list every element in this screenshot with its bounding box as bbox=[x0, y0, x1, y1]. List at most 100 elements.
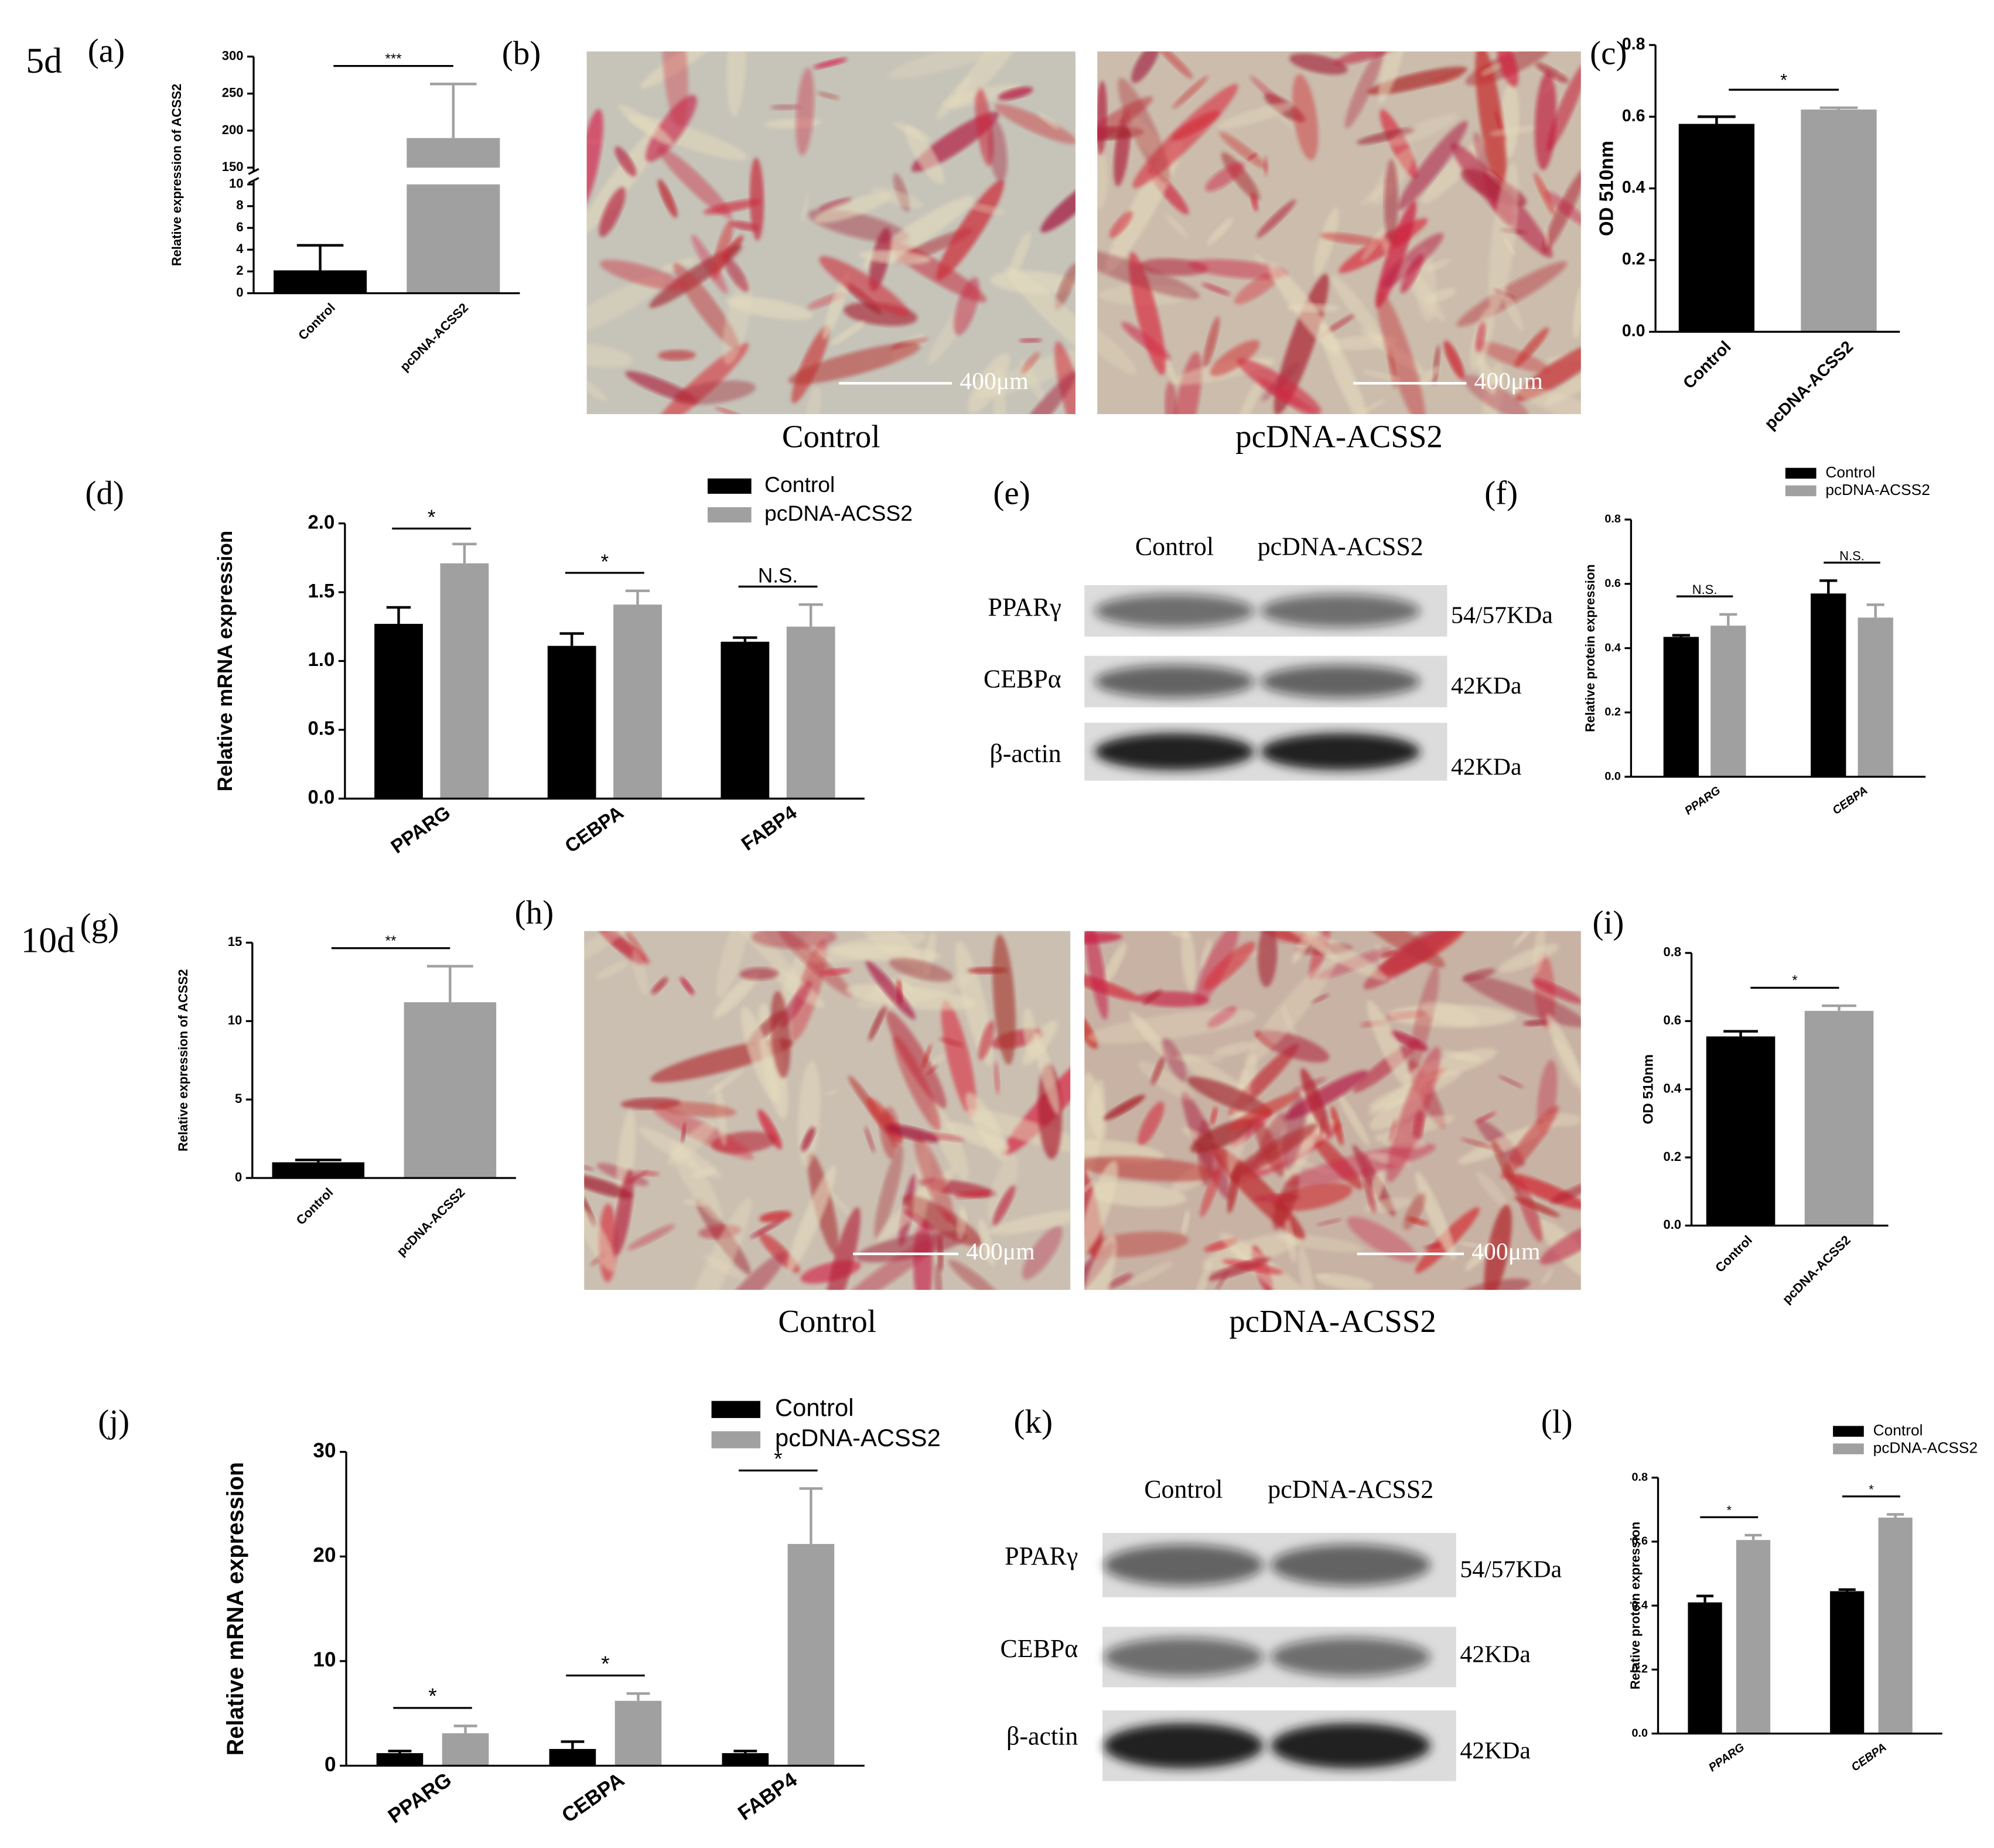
blot-band bbox=[1104, 1637, 1264, 1676]
micrograph-blob bbox=[1334, 51, 1407, 65]
micrograph-blob bbox=[1320, 233, 1381, 245]
micrograph-blob bbox=[968, 203, 1006, 215]
micrograph-blob bbox=[1165, 381, 1177, 414]
micrograph-blob bbox=[1403, 1193, 1426, 1230]
micrograph-blob bbox=[1289, 53, 1348, 75]
micrograph-blob bbox=[879, 1111, 896, 1159]
micrograph-blob bbox=[599, 259, 686, 291]
panel-label: (h) bbox=[515, 894, 554, 931]
micrograph-blob bbox=[618, 104, 674, 146]
legend-swatch bbox=[708, 507, 752, 522]
bar bbox=[374, 624, 423, 799]
y-tick-label: 0 bbox=[235, 1170, 242, 1184]
blot-size-label: 42KDa bbox=[1451, 672, 1521, 699]
micrograph-blob bbox=[992, 934, 1016, 1065]
panel-label: (f) bbox=[1484, 475, 1518, 512]
micrograph-blob bbox=[1230, 1123, 1318, 1179]
error-bar bbox=[453, 1724, 477, 1734]
micrograph-blob bbox=[713, 971, 759, 1018]
bar bbox=[1706, 1036, 1776, 1226]
blot-protein-label: β-actin bbox=[1006, 1722, 1078, 1750]
micrograph-blob bbox=[1097, 141, 1108, 209]
micrograph-blob bbox=[1210, 340, 1260, 377]
bar bbox=[614, 1700, 662, 1766]
micrograph-blob bbox=[658, 146, 732, 218]
micrograph-blob bbox=[992, 1185, 1016, 1226]
micrograph-blob bbox=[934, 1262, 943, 1290]
blot-band bbox=[1261, 665, 1421, 698]
micrograph-blob bbox=[787, 1166, 836, 1273]
error-bar bbox=[1887, 1513, 1904, 1518]
micrograph-blob bbox=[586, 369, 607, 402]
micrograph-blob bbox=[894, 122, 931, 142]
error-bar bbox=[388, 1750, 412, 1754]
bar bbox=[722, 1753, 769, 1766]
micrograph-blob bbox=[1500, 1105, 1559, 1179]
micrograph-blob bbox=[1418, 365, 1440, 387]
y-axis-label: OD 510nm bbox=[1596, 141, 1617, 236]
image-caption: pcDNA-ACSS2 bbox=[1235, 418, 1443, 454]
micrograph-blob bbox=[1535, 62, 1569, 83]
micrograph-blob bbox=[817, 91, 840, 100]
micrograph-blob bbox=[1338, 1094, 1370, 1146]
micrograph-blob bbox=[1462, 968, 1496, 982]
micrograph-blob bbox=[1138, 1101, 1165, 1146]
micrograph-blob bbox=[818, 198, 852, 211]
y-axis-label: OD 510nm bbox=[1641, 1054, 1657, 1124]
micrograph-blob bbox=[978, 1218, 995, 1266]
micrograph-blob bbox=[788, 343, 921, 384]
micrograph-blob bbox=[1277, 115, 1295, 130]
y-axis-label: Relative mRNA expression bbox=[223, 1462, 248, 1755]
significance-label: * bbox=[1780, 70, 1787, 90]
micrograph-blob bbox=[590, 931, 643, 965]
micrograph-blob bbox=[1038, 112, 1060, 129]
y-tick-label: 0.4 bbox=[1664, 1081, 1682, 1095]
micrograph-blob bbox=[1353, 1040, 1420, 1093]
y-tick-label: 0.8 bbox=[1604, 513, 1620, 525]
blot-band bbox=[1261, 594, 1421, 627]
micrograph-blob bbox=[1546, 62, 1581, 152]
micrograph-blob bbox=[1021, 351, 1040, 374]
micrograph-blob bbox=[752, 931, 837, 949]
micrograph-blob bbox=[584, 931, 637, 972]
bar bbox=[613, 604, 662, 799]
axis-break bbox=[255, 168, 521, 185]
row-label: 5d bbox=[26, 41, 62, 81]
error-bar bbox=[426, 965, 473, 1003]
micrograph-blob bbox=[1207, 1257, 1271, 1281]
micrograph-blob bbox=[1210, 1106, 1218, 1126]
micrograph-blob bbox=[599, 187, 626, 237]
bar bbox=[1804, 1010, 1874, 1226]
micrograph-blob bbox=[1249, 76, 1287, 110]
micrograph-blob bbox=[1535, 71, 1556, 170]
micrograph-blob bbox=[712, 219, 733, 281]
error-bar bbox=[1719, 613, 1737, 626]
y-tick-label: 0.2 bbox=[1622, 250, 1645, 269]
micrograph-blob bbox=[824, 1207, 861, 1290]
micrograph-blob bbox=[1298, 1246, 1317, 1290]
error-bar bbox=[1819, 106, 1858, 110]
micrograph-blob bbox=[1381, 233, 1444, 289]
y-tick-label: 0.4 bbox=[1604, 641, 1620, 654]
micrograph-blob bbox=[1484, 1204, 1512, 1290]
micrograph-blob bbox=[1491, 1139, 1520, 1195]
scale-bar-label: 400μm bbox=[966, 1238, 1034, 1265]
micrograph-blob bbox=[586, 341, 634, 367]
error-bar bbox=[1744, 1533, 1762, 1540]
significance-label: N.S. bbox=[1692, 582, 1718, 597]
micrograph-blob bbox=[886, 1010, 947, 1109]
micrograph-blob bbox=[1475, 51, 1507, 193]
y-tick-label: 300 bbox=[222, 48, 244, 63]
legend-label: Control bbox=[764, 472, 835, 497]
bar bbox=[376, 1753, 424, 1766]
micrograph-blob bbox=[673, 262, 740, 350]
bar bbox=[786, 626, 835, 799]
micrograph-blob bbox=[1234, 374, 1264, 414]
micrograph-blob bbox=[1476, 1170, 1510, 1211]
y-tick-label: 30 bbox=[313, 1439, 336, 1462]
blot-size-label: 42KDa bbox=[1460, 1641, 1530, 1668]
micrograph-blob bbox=[723, 257, 749, 292]
micrograph-blob bbox=[936, 179, 1005, 281]
blot-column-label: Control bbox=[1144, 1475, 1223, 1504]
bar bbox=[547, 645, 596, 799]
